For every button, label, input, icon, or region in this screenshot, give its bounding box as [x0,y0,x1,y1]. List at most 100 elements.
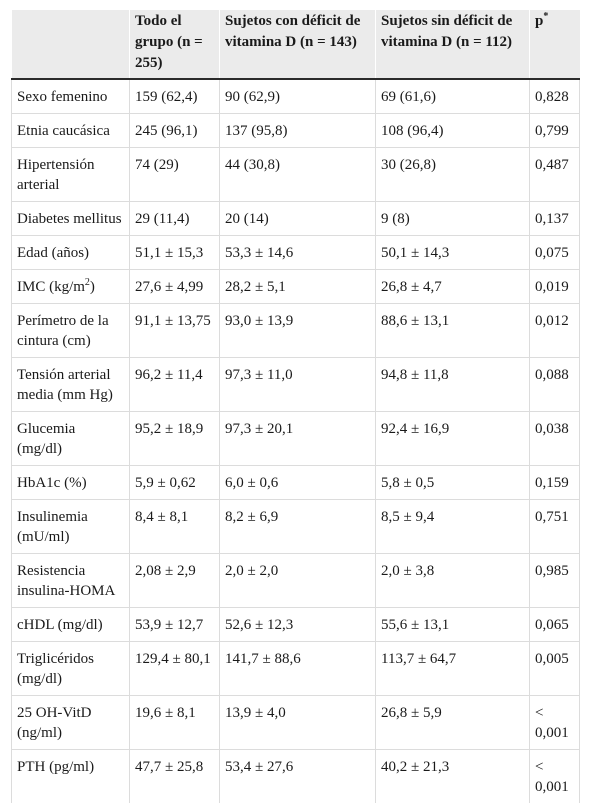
row-variable-cell: Glucemia (mg/dl) [12,412,130,466]
row-variable-cell: Perímetro de la cintura (cm) [12,304,130,358]
row-variable-label: 25 OH-VitD (ng/ml) [17,705,92,741]
row-all-group-value: 74 (29) [130,148,220,202]
row-deficit-value: 53,3 ± 14,6 [220,236,376,270]
row-no-deficit-value: 113,7 ± 64,7 [376,642,530,696]
row-deficit-value: 44 (30,8) [220,148,376,202]
row-all-group-value: 96,2 ± 11,4 [130,358,220,412]
row-no-deficit-value: 9 (8) [376,202,530,236]
row-all-group-value: 159 (62,4) [130,79,220,114]
row-p-value: 0,751 [530,500,580,554]
header-no-deficit-group: Sujetos sin déficit de vitamina D (n = 1… [376,10,530,79]
row-variable-label: HbA1c (%) [17,475,87,491]
row-deficit-value: 20 (14) [220,202,376,236]
row-deficit-value: 90 (62,9) [220,79,376,114]
row-variable-cell: Etnia caucásica [12,114,130,148]
row-variable-cell: IMC (kg/m2) [12,270,130,304]
row-variable-cell: Resistencia insulina-HOMA [12,554,130,608]
row-deficit-value: 53,4 ± 27,6 [220,750,376,803]
row-variable-cell: HbA1c (%) [12,466,130,500]
row-all-group-value: 19,6 ± 8,1 [130,696,220,750]
header-all-group: Todo el grupo (n = 255) [130,10,220,79]
row-variable-label: Insulinemia (mU/ml) [17,509,88,545]
row-deficit-value: 52,6 ± 12,3 [220,608,376,642]
header-variable [12,10,130,79]
table-row: Sexo femenino 159 (62,4)90 (62,9)69 (61,6… [12,79,580,114]
row-p-value: 0,799 [530,114,580,148]
row-all-group-value: 8,4 ± 8,1 [130,500,220,554]
row-variable-label: Etnia caucásica [17,123,110,139]
row-p-value: 0,828 [530,79,580,114]
row-no-deficit-value: 108 (96,4) [376,114,530,148]
table-row: Diabetes mellitus 29 (11,4)20 (14)9 (8)0,… [12,202,580,236]
row-variable-label: Sexo femenino [17,89,107,105]
row-p-value: 0,075 [530,236,580,270]
row-variable-label: cHDL (mg/dl) [17,617,103,633]
row-p-value: 0,487 [530,148,580,202]
row-p-value: 0,038 [530,412,580,466]
table-row: Perímetro de la cintura (cm) 91,1 ± 13,75… [12,304,580,358]
row-p-value: 0,019 [530,270,580,304]
row-variable-label: Edad (años) [17,245,89,261]
row-all-group-value: 27,6 ± 4,99 [130,270,220,304]
row-all-group-value: 29 (11,4) [130,202,220,236]
row-variable-label: PTH (pg/ml) [17,759,94,775]
row-all-group-value: 47,7 ± 25,8 [130,750,220,803]
row-variable-label: Resistencia insulina-HOMA [17,563,115,599]
row-no-deficit-value: 5,8 ± 0,5 [376,466,530,500]
table-body: Sexo femenino 159 (62,4)90 (62,9)69 (61,6… [12,79,580,803]
row-all-group-value: 129,4 ± 80,1 [130,642,220,696]
row-p-value: 0,159 [530,466,580,500]
row-all-group-value: 51,1 ± 15,3 [130,236,220,270]
row-variable-cell: Hipertensión arterial [12,148,130,202]
row-all-group-value: 2,08 ± 2,9 [130,554,220,608]
row-no-deficit-value: 69 (61,6) [376,79,530,114]
row-variable-cell: Diabetes mellitus [12,202,130,236]
row-no-deficit-value: 50,1 ± 14,3 [376,236,530,270]
row-deficit-value: 8,2 ± 6,9 [220,500,376,554]
comparison-table: Todo el grupo (n = 255) Sujetos con défi… [11,10,580,803]
row-p-value: 0,137 [530,202,580,236]
row-deficit-value: 2,0 ± 2,0 [220,554,376,608]
row-all-group-value: 5,9 ± 0,62 [130,466,220,500]
row-variable-label-suffix: ) [90,279,95,295]
row-no-deficit-value: 26,8 ± 5,9 [376,696,530,750]
table-row: Tensión arterial media (mm Hg)96,2 ± 11,… [12,358,580,412]
row-variable-label: Triglicéridos (mg/dl) [17,651,94,687]
header-p-value: p* [530,10,580,79]
row-all-group-value: 91,1 ± 13,75 [130,304,220,358]
row-deficit-value: 28,2 ± 5,1 [220,270,376,304]
row-variable-cell: Sexo femenino [12,79,130,114]
row-variable-cell: Tensión arterial media (mm Hg) [12,358,130,412]
row-p-value: 0,065 [530,608,580,642]
header-p-footnote-marker: * [543,11,548,22]
row-variable-label: Diabetes mellitus [17,211,122,227]
row-deficit-value: 97,3 ± 11,0 [220,358,376,412]
row-variable-cell: PTH (pg/ml) [12,750,130,803]
row-all-group-value: 95,2 ± 18,9 [130,412,220,466]
row-p-value: 0,088 [530,358,580,412]
row-no-deficit-value: 30 (26,8) [376,148,530,202]
row-deficit-value: 141,7 ± 88,6 [220,642,376,696]
row-no-deficit-value: 8,5 ± 9,4 [376,500,530,554]
row-variable-label: Glucemia (mg/dl) [17,421,75,457]
row-variable-label: Perímetro de la cintura (cm) [17,313,109,349]
row-p-value: < 0,001 [530,750,580,803]
row-all-group-value: 53,9 ± 12,7 [130,608,220,642]
row-variable-cell: Edad (años) [12,236,130,270]
header-deficit-group: Sujetos con déficit de vitamina D (n = 1… [220,10,376,79]
row-no-deficit-value: 2,0 ± 3,8 [376,554,530,608]
row-p-value: 0,005 [530,642,580,696]
row-variable-cell: Insulinemia (mU/ml) [12,500,130,554]
row-p-value: 0,012 [530,304,580,358]
row-all-group-value: 245 (96,1) [130,114,220,148]
row-variable-cell: cHDL (mg/dl) [12,608,130,642]
